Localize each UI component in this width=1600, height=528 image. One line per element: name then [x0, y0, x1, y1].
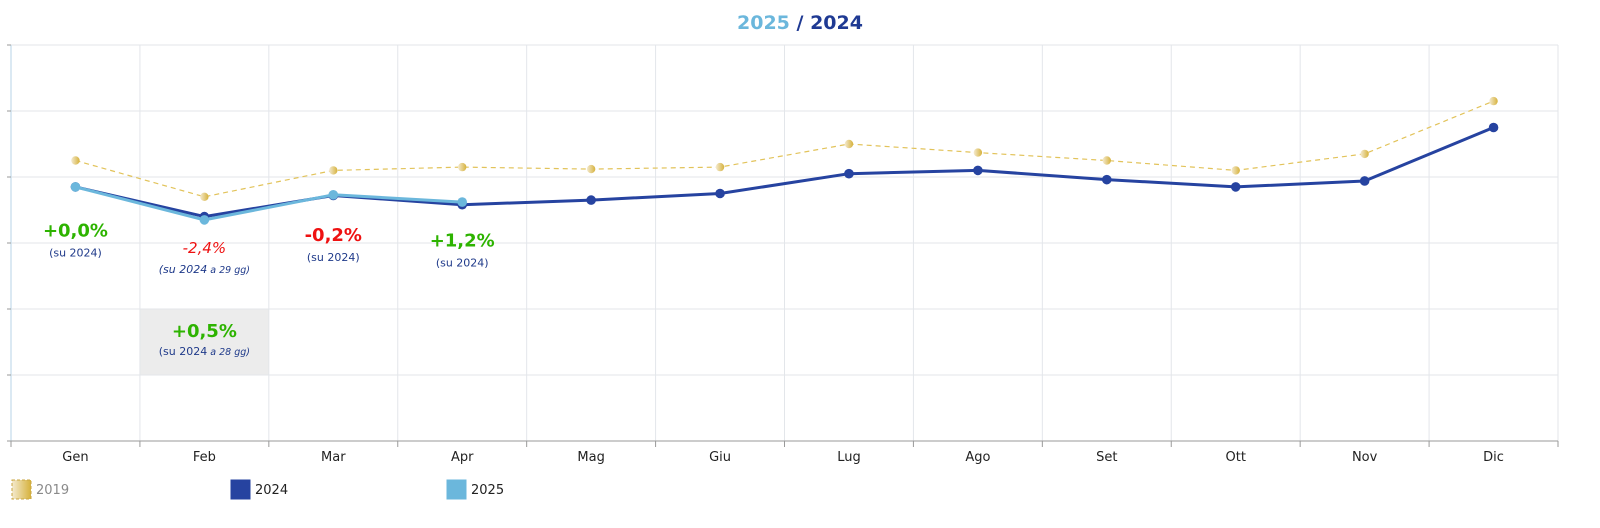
x-tick-label: Feb — [193, 450, 216, 465]
series-2024-point — [1359, 176, 1370, 186]
series-2025-point — [70, 182, 81, 192]
annotation-sub-main: (su 2024) — [436, 256, 489, 269]
series-2019-point — [329, 166, 338, 175]
series-2024-point — [973, 165, 983, 176]
legend-2024-swatch — [230, 479, 251, 500]
annotation-pct: -0,2% — [305, 225, 362, 246]
x-tick-label: Dic — [1483, 450, 1504, 465]
series-2024-point — [844, 168, 854, 179]
title-separator: / — [790, 12, 810, 34]
boxed-annotation-pct: +0,5% — [172, 321, 237, 342]
series-2024-point — [586, 195, 596, 205]
series-2025-point — [457, 197, 468, 207]
annotation-sub: (su 2024) — [436, 256, 489, 269]
annotation-sub-main: (su 2024) — [307, 251, 360, 264]
title-2025: 2025 — [737, 12, 790, 34]
series-2024-point — [1488, 122, 1499, 133]
legend: 2019 2024 2025 — [11, 479, 504, 500]
x-tick-label: Ott — [1225, 450, 1245, 465]
x-tick-label: Ago — [965, 450, 990, 465]
series-2024-point — [715, 188, 725, 199]
annotation-pct: +1,2% — [430, 230, 495, 251]
annotation-sub: (su 2024 a 29 gg) — [159, 263, 250, 276]
boxed-annotation-sub-main: (su 2024 — [159, 345, 208, 358]
series-2019-point — [586, 164, 596, 174]
x-tick-label: Apr — [451, 450, 474, 465]
plot-area: Gen Feb Mar Apr Mag Giu Lug Ago Set Ott Nov Dic +0,0… — [7, 44, 1559, 465]
series-2019-line — [75, 100, 1494, 198]
series-2019-point — [458, 162, 467, 172]
annotation-sub: (su 2024) — [307, 251, 360, 264]
series-2025-point — [328, 190, 339, 200]
legend-2025-swatch — [446, 479, 467, 500]
legend-2025-label: 2025 — [471, 483, 504, 498]
annotation-sub: (su 2024) — [49, 246, 102, 259]
series-2019-point — [973, 148, 983, 157]
legend-2024-label: 2024 — [255, 483, 288, 498]
series-2019-point — [1231, 166, 1240, 175]
boxed-annotation-sub: (su 2024 a 28 gg) — [159, 345, 250, 358]
series-2019-point — [715, 162, 725, 172]
series-2019-point — [844, 139, 854, 149]
series-2024-point — [1101, 174, 1112, 185]
series-2019-point — [1102, 156, 1111, 165]
x-tick-label: Mar — [321, 450, 346, 465]
title-2024: 2024 — [810, 12, 863, 34]
annotation-pct: -2,4% — [183, 239, 227, 257]
annotation-pct: +0,0% — [43, 220, 108, 241]
series-2019-point — [71, 156, 80, 165]
x-tick-label: Set — [1096, 450, 1117, 465]
annotation-sub-main: (su 2024) — [49, 246, 102, 259]
legend-2019-swatch — [11, 479, 32, 500]
chart-title: 2025 / 2024 — [737, 12, 863, 34]
annotation-box-bg — [139, 309, 269, 375]
series-2019-point — [200, 192, 209, 201]
x-tick-label: Giu — [709, 450, 731, 465]
annotation-sub-extra: a 29 gg) — [207, 265, 250, 276]
x-tick-label: Mag — [577, 450, 604, 465]
x-tick-label: Lug — [837, 450, 861, 465]
x-tick-label: Nov — [1352, 450, 1378, 465]
series-2025-line — [75, 185, 463, 222]
x-tick-label: Gen — [62, 450, 88, 465]
boxed-annotation-sub-extra: a 28 gg) — [207, 347, 250, 358]
annotation-sub-main: (su 2024 — [159, 263, 208, 276]
series-2024-point — [1230, 182, 1241, 192]
legend-2019-label: 2019 — [36, 483, 69, 498]
series-2025-point — [199, 215, 210, 225]
series-2019-point — [1360, 149, 1369, 159]
series-2019-point — [1489, 96, 1498, 106]
